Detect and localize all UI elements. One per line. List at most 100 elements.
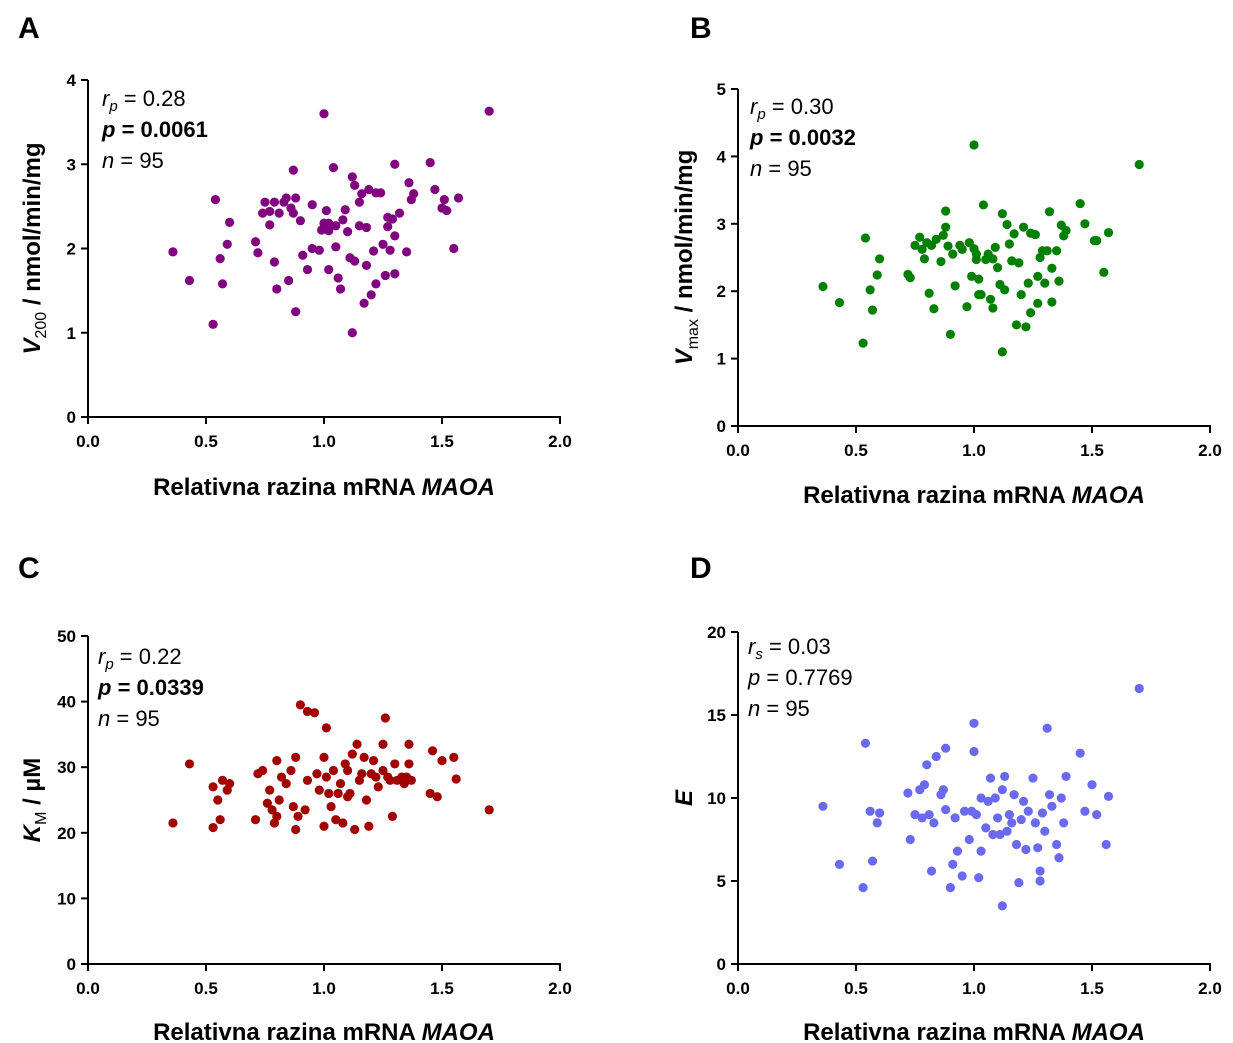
data-point (307, 243, 317, 254)
data-point (208, 782, 218, 792)
data-point (284, 275, 294, 286)
data-point (404, 759, 414, 769)
data-point (390, 269, 400, 279)
data-point (988, 303, 998, 313)
data-point (1018, 796, 1029, 806)
data-point (333, 273, 343, 283)
stat-symbol: n (748, 696, 760, 721)
x-tick-label: 2.0 (1198, 979, 1222, 998)
stat-value: = 95 (760, 696, 810, 721)
y-axis-subscript: 200 (33, 312, 50, 339)
y-axis-title: KM / µM (19, 758, 50, 843)
data-point (1047, 801, 1057, 811)
x-tick-label: 0.5 (844, 979, 868, 998)
data-point (936, 256, 946, 267)
data-point (321, 205, 331, 216)
data-point (1011, 839, 1022, 850)
data-point (983, 796, 993, 806)
data-point (1052, 839, 1062, 850)
data-point (1054, 276, 1064, 286)
data-point (449, 752, 459, 762)
data-point (208, 319, 218, 329)
data-point (1061, 771, 1071, 782)
data-point (872, 270, 882, 280)
y-axis-subscript: M (33, 812, 50, 825)
data-point (917, 244, 927, 255)
data-point (387, 811, 398, 822)
data-point (1033, 843, 1043, 853)
data-point (818, 801, 828, 811)
data-point (312, 769, 322, 779)
data-point (905, 273, 915, 283)
data-point (361, 222, 372, 233)
y-axis-unit: / µM (19, 758, 46, 812)
data-point (1021, 322, 1031, 332)
x-tick-label: 0.5 (194, 979, 218, 998)
x-tick-label: 1.0 (962, 979, 986, 998)
data-point (404, 178, 414, 188)
data-point (347, 749, 357, 759)
data-point (1002, 826, 1012, 836)
data-point (288, 208, 298, 218)
data-point (865, 806, 875, 816)
data-point (380, 713, 390, 723)
y-tick-label: 0 (717, 417, 726, 436)
x-tick-label: 1.0 (312, 979, 336, 998)
data-point (924, 288, 934, 298)
data-point (1087, 780, 1097, 790)
data-point (931, 234, 941, 244)
data-point (307, 200, 317, 210)
data-point (210, 195, 221, 205)
y-axis-title: Vmax / nmol/min/mg (671, 150, 702, 366)
data-point (357, 769, 367, 779)
data-point (1054, 853, 1064, 863)
data-point (354, 221, 364, 231)
data-point (262, 798, 272, 808)
data-point (858, 883, 868, 893)
data-point (1002, 219, 1012, 230)
y-tick-label: 5 (717, 872, 726, 891)
data-point (314, 245, 324, 255)
data-point (1080, 806, 1090, 816)
data-point (357, 189, 367, 199)
data-point (293, 811, 303, 822)
stat-value: = 95 (114, 148, 164, 173)
data-point (1035, 876, 1045, 886)
data-point (281, 193, 291, 203)
stat-value: = 0.22 (114, 644, 182, 669)
data-point (361, 795, 372, 805)
data-point (366, 290, 376, 300)
y-tick-label: 0 (67, 408, 76, 427)
data-point (860, 233, 871, 243)
data-point (217, 775, 228, 785)
data-point (945, 883, 956, 893)
data-point (352, 739, 362, 749)
data-point (449, 243, 459, 254)
data-point (265, 220, 275, 230)
data-point (319, 109, 329, 119)
data-point (924, 810, 934, 820)
x-tick-label: 0.0 (76, 432, 100, 451)
x-axis-gene: MAOA (422, 1019, 495, 1043)
stat-value: = 95 (762, 156, 812, 181)
stat-line: p = 0.0061 (101, 117, 208, 142)
data-point (915, 232, 925, 242)
data-point (258, 765, 268, 776)
panel-a: A 0.0 0.5 1.0 1.5 2.0 0 1 2 3 4 Relativna razina mR… (18, 12, 572, 501)
y-axis-symbol: V (19, 337, 46, 355)
data-point (484, 106, 494, 116)
x-tick-label: 0.0 (76, 979, 100, 998)
data-point (990, 242, 1000, 252)
data-point (328, 765, 339, 776)
stat-line: n = 95 (748, 696, 810, 721)
data-point (969, 718, 979, 728)
stat-symbol: n (98, 706, 110, 731)
data-point (1033, 298, 1043, 308)
data-point (272, 756, 282, 766)
data-point (985, 294, 996, 304)
data-point (1080, 219, 1090, 229)
data-point (338, 818, 348, 828)
data-point (867, 856, 878, 866)
data-point (371, 772, 381, 782)
data-point (276, 772, 287, 782)
